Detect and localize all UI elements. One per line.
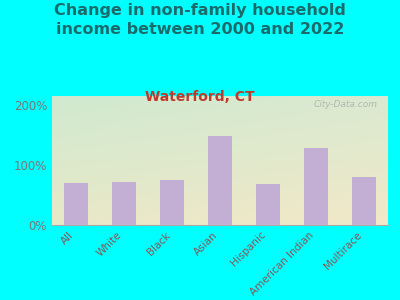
Bar (352, 177, 376, 225)
Text: Change in non-family household
income between 2000 and 2022: Change in non-family household income be… (54, 3, 346, 37)
Bar (256, 184, 280, 225)
Bar (64, 183, 88, 225)
Bar (160, 180, 184, 225)
Bar (304, 148, 328, 225)
Text: Waterford, CT: Waterford, CT (145, 90, 255, 104)
Bar (208, 136, 232, 225)
Text: City-Data.com: City-Data.com (314, 100, 378, 109)
Bar (112, 182, 136, 225)
